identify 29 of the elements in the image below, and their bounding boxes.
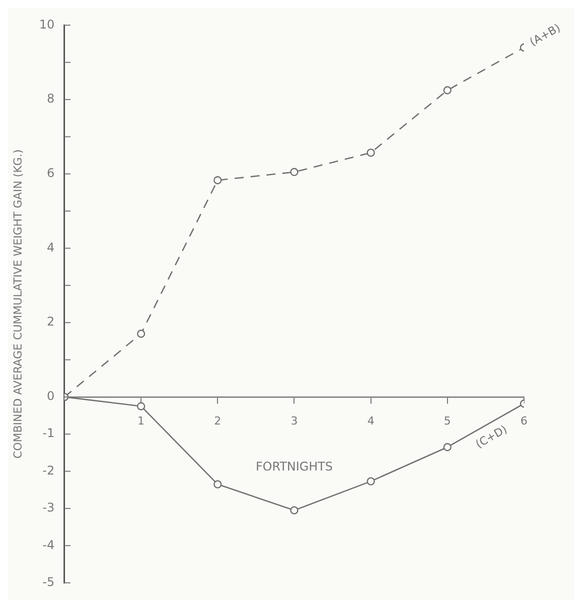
x-tick-label: 1 — [138, 414, 145, 428]
y-tick-label: 8 — [46, 92, 54, 106]
point — [136, 402, 146, 410]
point — [136, 330, 146, 338]
point — [214, 176, 222, 184]
point — [443, 443, 452, 452]
y-tick-label: 0 — [46, 389, 54, 404]
point — [214, 480, 222, 488]
x-tick-label: 3 — [290, 414, 298, 428]
y-tick-label: -4 — [42, 538, 54, 552]
y-tick-label: 10 — [39, 17, 54, 32]
x-axis-title: FORTNIGHTS — [256, 459, 333, 474]
y-tick-label: 4 — [46, 240, 54, 254]
y-tick-label: 6 — [46, 166, 54, 180]
point — [290, 168, 298, 176]
y-tick-label: -5 — [42, 574, 54, 589]
x-tick-label: 5 — [444, 414, 451, 428]
x-tick-label: 4 — [367, 414, 374, 428]
y-tick-label: -3 — [42, 500, 54, 515]
point — [443, 86, 452, 94]
y-tick-label: -2 — [42, 463, 54, 478]
point — [366, 148, 375, 157]
point — [290, 506, 298, 514]
y-axis-title: COMBINED AVERAGE CUMMULATIVE WEIGHT GAIN (KG.) — [11, 149, 24, 459]
x-tick-label: 6 — [520, 414, 528, 428]
x-tick-label: 2 — [214, 414, 222, 428]
y-tick-label: -1 — [42, 426, 54, 440]
point — [366, 477, 375, 486]
y-tick-label: 2 — [46, 314, 54, 329]
